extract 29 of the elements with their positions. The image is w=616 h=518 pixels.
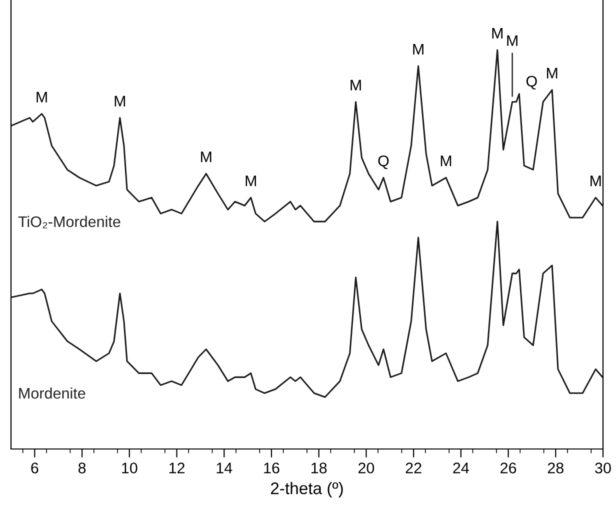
x-tick-label: 22 — [406, 462, 422, 474]
x-tick-label: 12 — [169, 462, 184, 474]
x-tick-label: 28 — [548, 462, 564, 474]
x-tick-label: 14 — [216, 462, 232, 474]
x-tick-label: 10 — [122, 462, 138, 474]
annotation: M — [413, 44, 424, 54]
x-tick-label: 20 — [358, 462, 374, 474]
annotation: M — [36, 92, 47, 102]
x-tick-label: 16 — [264, 462, 280, 474]
annotation: M — [440, 156, 452, 166]
annotation: M — [114, 96, 126, 106]
x-axis-title: 2-theta (º) — [270, 482, 343, 498]
annotation: M — [492, 28, 502, 38]
x-tick-label: 30 — [595, 462, 611, 474]
annotation: M — [507, 35, 518, 46]
annotation: M — [246, 176, 256, 186]
x-tick-label: 24 — [453, 462, 469, 474]
annotation: M — [201, 152, 212, 162]
annotation: M — [590, 176, 601, 186]
annotation: M — [350, 80, 361, 90]
x-tick-label: 8 — [78, 462, 86, 474]
series-label: Mordenite — [19, 387, 86, 399]
x-tick-label: 6 — [31, 462, 38, 474]
series-label: TiO₂-Mordenite — [18, 216, 120, 228]
x-tick-label: 18 — [312, 462, 327, 474]
annotation: M — [546, 68, 558, 78]
annotation: Q — [378, 156, 389, 170]
x-tick-label: 26 — [500, 462, 516, 474]
annotation: Q — [526, 76, 537, 90]
